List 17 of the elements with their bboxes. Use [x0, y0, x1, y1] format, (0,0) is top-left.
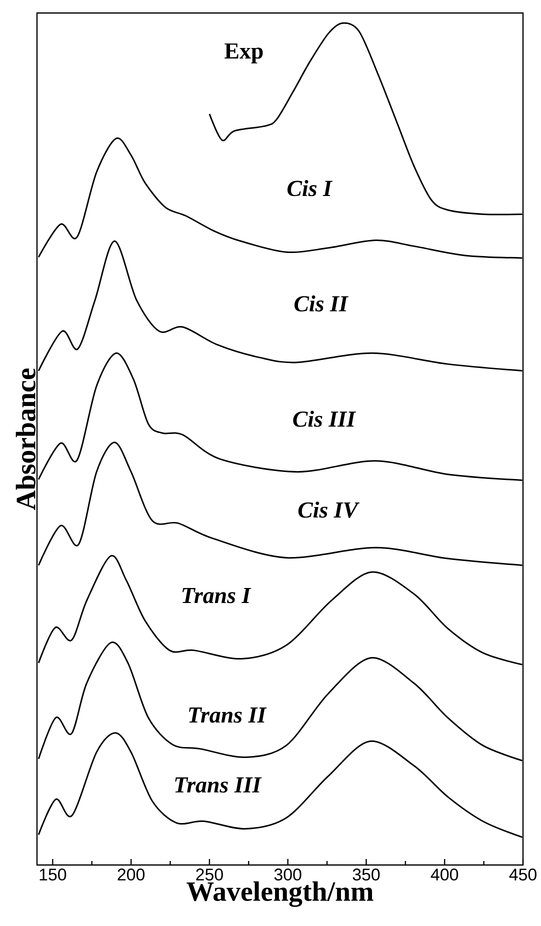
series-label: Trans III: [175, 777, 262, 793]
x-tick-label: 200: [118, 868, 145, 881]
x-tick-label: 150: [40, 868, 66, 881]
series-label: Cis IV: [298, 502, 360, 518]
series-label: Trans I: [182, 588, 252, 604]
series-label: Trans II: [188, 708, 267, 723]
x-tick-label: 450: [509, 868, 536, 881]
x-tick-label: 400: [430, 868, 458, 881]
series-label: Cis III: [293, 410, 356, 427]
x-axis-title: Wavelength/nm: [186, 881, 374, 907]
series-label: Cis II: [294, 295, 348, 312]
x-tick-label: 300: [274, 868, 302, 881]
x-tick-label: 250: [196, 868, 223, 881]
series-label: Exp: [224, 43, 263, 64]
y-axis-title: Absorbance: [16, 368, 36, 510]
x-tick-label: 350: [352, 868, 380, 881]
text: Cis I: [287, 180, 333, 196]
